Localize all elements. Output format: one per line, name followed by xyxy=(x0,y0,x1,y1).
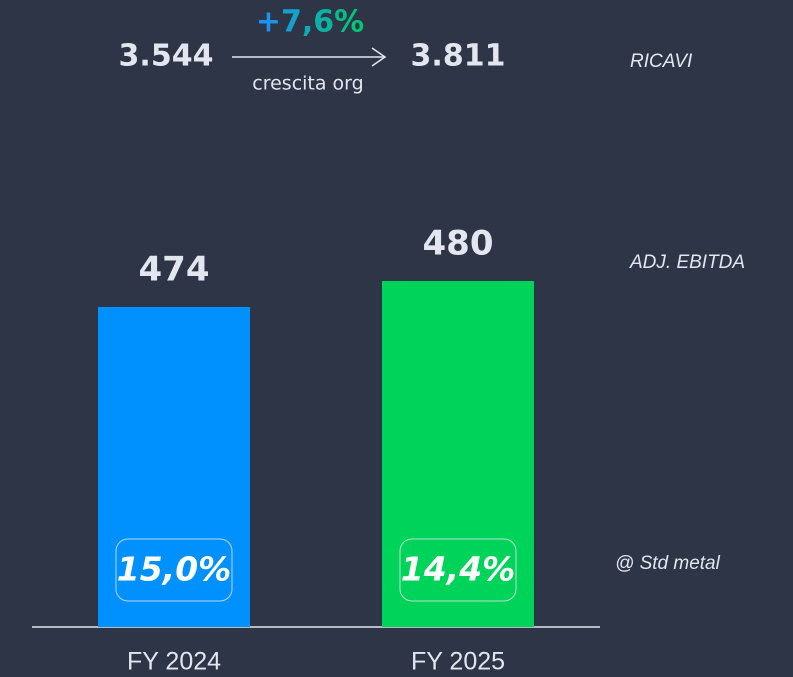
x-tick-label: FY 2025 xyxy=(411,648,505,676)
revenue-end: 3.811 xyxy=(411,39,506,74)
bar-value-label: 480 xyxy=(423,224,494,264)
arrow-head xyxy=(371,47,387,67)
margin-label: @ Std metal xyxy=(615,553,721,574)
growth-note: crescita org xyxy=(252,73,363,95)
growth: +7,6% xyxy=(256,5,364,40)
revenue-start: 3.544 xyxy=(119,39,214,74)
margin-box xyxy=(115,538,233,602)
series-label: ADJ. EBITDA xyxy=(629,252,745,273)
margin-value: 15,0% xyxy=(117,550,232,589)
x-tick-label: FY 2024 xyxy=(127,648,221,676)
margin-box xyxy=(399,538,517,602)
bar-value-label: 474 xyxy=(139,249,210,289)
bar xyxy=(98,306,250,627)
revenue-label: RICAVI xyxy=(630,51,693,72)
margin-value: 14,4% xyxy=(401,550,516,589)
bar xyxy=(382,281,534,627)
